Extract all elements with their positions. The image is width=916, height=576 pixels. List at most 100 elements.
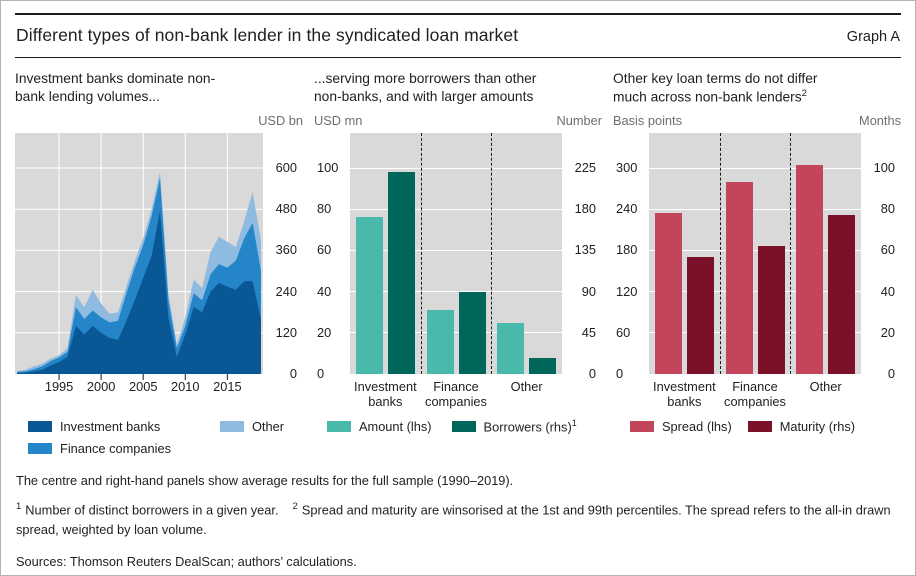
y-axis-tick-label: 0 [588, 366, 596, 381]
bar-amount-other [497, 322, 525, 374]
panel1-title: Investment banks dominate non- bank lend… [15, 70, 303, 108]
spread-swatch [630, 421, 654, 432]
panel1-title-line2: bank lending volumes... [15, 88, 160, 104]
y-axis-tick-label: 80 [880, 201, 895, 217]
panel3-category-labels: Investment banks Finance companies Other [613, 377, 901, 413]
h-gridline [649, 249, 861, 251]
panel2-bar-plot [350, 133, 562, 374]
panel-lending-volumes: Investment banks dominate non- bank lend… [15, 68, 303, 459]
figure-title: Different types of non-bank lender in th… [16, 25, 519, 45]
legend-label-spread: Spread (lhs) [662, 419, 732, 434]
y-axis-tick-label: 45 [581, 324, 596, 340]
panel2-legend: Amount (lhs) Borrowers (rhs)1 [314, 416, 602, 437]
panel3-unit-right: Months [859, 113, 901, 128]
y-axis-tick-label: 60 [616, 324, 631, 340]
y-axis-tick-label: 120 [616, 283, 638, 299]
y-axis-tick-label: 20 [317, 324, 332, 340]
x-axis-year-label: 1995 [44, 379, 74, 394]
footnotes: 1 Number of distinct borrowers in a given… [15, 500, 901, 540]
bar-amount-investment-banks [355, 217, 383, 374]
panel2-units: USD mn Number [314, 113, 602, 130]
panel1-chart-row: 0 120 240 360 480 600 [15, 133, 303, 381]
legend-item-amount: Amount (lhs) [327, 416, 432, 437]
panel3-title-sup: 2 [801, 87, 807, 99]
footnote1-text: Number of distinct borrowers in a given … [25, 502, 279, 518]
panel2-title: ...serving more borrowers than other non… [314, 70, 602, 108]
y-axis-tick-label: 225 [574, 160, 596, 176]
bar-amount-finance-companies [426, 310, 454, 374]
figure-note: The centre and right-hand panels show av… [16, 473, 514, 488]
y-axis-tick-label: 120 [275, 324, 297, 340]
panel2-unit-left: USD mn [314, 113, 363, 128]
area-chart-plot [15, 133, 263, 380]
legend-item-finance-companies: Finance companies [28, 438, 190, 459]
category-label-other: Other [510, 379, 543, 394]
category-separator-dashed [790, 133, 792, 374]
bar-borrowers-finance-companies [458, 291, 486, 374]
legend-item-investment-banks: Investment banks [28, 416, 190, 437]
category-label-other: Other [809, 379, 842, 394]
h-gridline [350, 249, 562, 251]
other-swatch [219, 421, 244, 432]
x-axis-year-label: 2005 [128, 379, 158, 394]
panel-loan-terms: Other key loan terms do not differ much … [613, 68, 901, 459]
top-rule [15, 13, 901, 15]
panel1-right-axis: 0 120 240 360 480 600 [263, 133, 303, 381]
y-axis-tick-label: 300 [616, 160, 638, 176]
panel1-units: USD bn [15, 113, 303, 130]
y-axis-tick-label: 100 [317, 160, 339, 176]
y-axis-tick-label: 60 [880, 242, 895, 258]
footnote2-marker: 2 [292, 501, 298, 512]
h-gridline [350, 332, 562, 334]
panel3-title-line1: Other key loan terms do not differ [613, 71, 818, 86]
panel1-unit-right: USD bn [258, 113, 303, 128]
panel1-legend: Investment banks Finance companies Other [15, 416, 303, 459]
h-gridline [649, 208, 861, 210]
panels-row: Investment banks dominate non- bank lend… [15, 68, 901, 459]
panel2-left-axis: 0 20 40 60 80 100 [314, 133, 350, 381]
panel3-left-axis: 0 60 120 180 240 300 [613, 133, 649, 381]
y-axis-tick-label: 240 [275, 283, 297, 299]
h-gridline [649, 291, 861, 293]
title-sub-rule [15, 57, 901, 58]
y-axis-tick-label: 0 [887, 366, 895, 381]
y-axis-tick-label: 600 [275, 160, 297, 176]
legend-label-amount: Amount (lhs) [359, 419, 432, 434]
legend-label-borrowers: Borrowers (rhs)1 [483, 418, 577, 435]
category-separator-dashed [420, 133, 422, 374]
y-axis-tick-label: 0 [317, 366, 325, 381]
bar-maturity-finance-companies [757, 246, 785, 374]
legend-label-maturity: Maturity (rhs) [779, 419, 856, 434]
h-gridline [649, 332, 861, 334]
sources-line: Sources: Thomson Reuters DealScan; autho… [16, 553, 357, 569]
panel3-units: Basis points Months [613, 113, 901, 130]
y-axis-tick-label: 90 [581, 283, 596, 299]
bar-spread-investment-banks [654, 213, 682, 374]
panel3-right-axis: 0 20 40 60 80 100 [861, 133, 901, 381]
bar-borrowers-other [529, 357, 557, 374]
amount-swatch [327, 421, 351, 432]
panel2-right-axis: 0 45 90 135 180 225 [562, 133, 602, 381]
y-axis-tick-label: 360 [275, 242, 297, 258]
x-axis-year-label: 2000 [86, 379, 116, 394]
bar-maturity-investment-banks [686, 256, 714, 374]
maturity-swatch [747, 421, 772, 432]
panel2-category-labels: Investment banks Finance companies Other [314, 377, 602, 413]
h-gridline [350, 208, 562, 210]
y-axis-tick-label: 180 [616, 242, 638, 258]
x-axis-year-label: 2010 [171, 379, 200, 394]
y-axis-tick-label: 0 [616, 366, 624, 381]
graph-label: Graph A [846, 29, 900, 45]
bar-spread-finance-companies [725, 182, 753, 374]
legend-label-finance-companies: Finance companies [60, 441, 171, 456]
finance-companies-swatch [28, 443, 52, 454]
panel3-title-line2: much across non-bank lenders [613, 89, 802, 105]
panel2-title-line2: non-banks, and with larger amounts [314, 88, 534, 104]
y-axis-tick-label: 0 [289, 366, 297, 381]
footnote1-marker: 1 [16, 501, 22, 512]
category-label-finance-companies: Finance companies [724, 379, 786, 410]
legend-label-other: Other [251, 419, 284, 434]
panel3-unit-left: Basis points [613, 113, 682, 128]
y-axis-tick-label: 180 [574, 201, 596, 217]
